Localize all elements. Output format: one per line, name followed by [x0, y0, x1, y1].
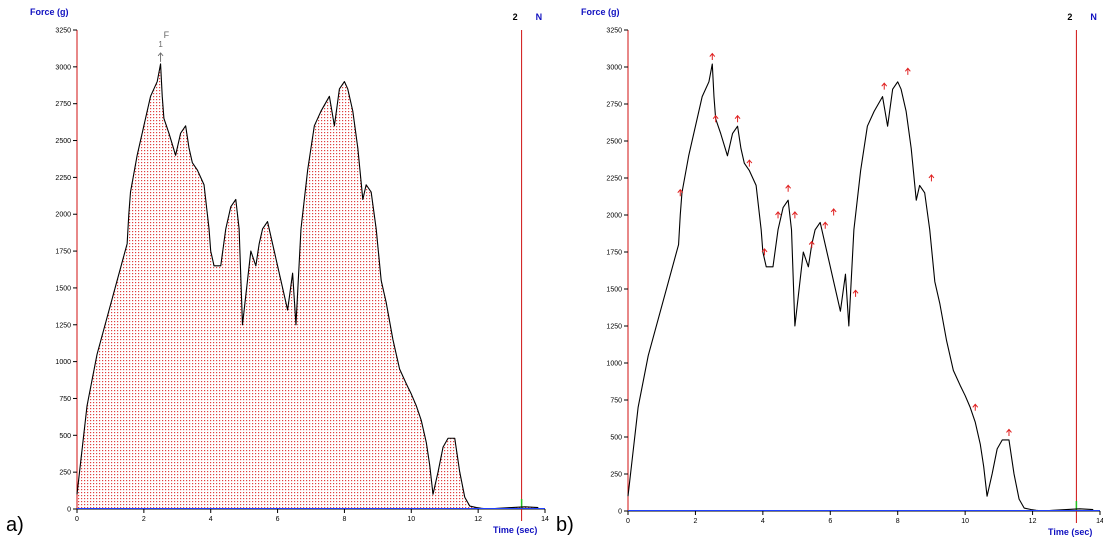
- peak-marker: [972, 403, 979, 411]
- y-tick-label: 0: [618, 509, 622, 516]
- x-tick-label: 12: [474, 516, 482, 523]
- chart-a: 0 250 500 750 1000 1250 1500 1750 2000 2250 2500 27…: [30, 7, 549, 535]
- x-tick-label: 8: [896, 518, 900, 525]
- y-tick-label: 500: [610, 435, 622, 442]
- y-tick-label: 2000: [55, 212, 71, 219]
- y-tick-label: 2250: [55, 175, 71, 182]
- x-tick-label: 10: [961, 518, 969, 525]
- marker-unit: N: [1090, 12, 1097, 22]
- y-tick-label: 1250: [606, 324, 622, 331]
- series-line: [76, 63, 539, 510]
- peak-marker: [822, 221, 829, 229]
- y-tick-label: 1000: [55, 359, 71, 366]
- peak-annotation-index: 1: [158, 40, 163, 49]
- peak-marker: [881, 82, 888, 90]
- x-axis-title: Time (sec): [1048, 527, 1092, 537]
- peak-marker: [808, 240, 815, 248]
- x-tick-label: 10: [407, 516, 415, 523]
- y-tick-label: 250: [610, 472, 622, 479]
- y-tick-label: 1250: [55, 322, 71, 329]
- y-tick-label: 1500: [55, 285, 71, 292]
- y-tick-label: 750: [610, 398, 622, 405]
- peak-marker: [928, 174, 935, 182]
- x-tick-label: 2: [693, 518, 697, 525]
- y-tick-label: 3250: [55, 28, 71, 35]
- y-tick-label: 500: [59, 433, 71, 440]
- marker-label: 2: [513, 12, 518, 22]
- x-tick-label: 8: [342, 516, 346, 523]
- y-axis-title: Force (g): [581, 7, 620, 17]
- x-tick-label: 14: [1096, 518, 1103, 525]
- peak-marker: [761, 248, 768, 256]
- y-tick-label: 250: [59, 470, 71, 477]
- peak-marker: [712, 114, 719, 123]
- peak-marker: [734, 114, 741, 123]
- y-tick-label: 3000: [606, 65, 622, 72]
- x-tick-label: 12: [1029, 518, 1037, 525]
- peak-marker: [830, 208, 837, 216]
- y-tick-label: 750: [59, 396, 71, 403]
- peak-marker: [1006, 428, 1012, 436]
- x-tick-label: 4: [209, 516, 213, 523]
- peak-marker: [746, 159, 753, 167]
- y-tick-label: 3250: [606, 28, 622, 35]
- y-tick-label: 2500: [606, 139, 622, 146]
- y-tick-label: 2000: [606, 213, 622, 220]
- x-tick-label: 14: [541, 516, 549, 523]
- y-tick-label: 2500: [55, 138, 71, 145]
- peak-marker: [775, 211, 781, 219]
- y-tick-label: 1750: [606, 250, 622, 257]
- series-area: [77, 63, 539, 510]
- y-tick-label: 3000: [55, 64, 71, 71]
- peak-annotation-label: F: [164, 30, 170, 40]
- marker-unit: N: [536, 12, 543, 22]
- y-tick-label: 1500: [606, 287, 622, 294]
- y-tick-label: 2750: [55, 101, 71, 108]
- x-tick-label: 0: [626, 518, 630, 525]
- y-tick-label: 1750: [55, 249, 71, 256]
- panel-label-a: a): [6, 514, 24, 536]
- series-line: [627, 63, 1094, 512]
- peak-marker: [904, 67, 911, 75]
- y-tick-label: 2750: [606, 102, 622, 109]
- marker-label: 2: [1067, 12, 1072, 22]
- x-axis-title: Time (sec): [493, 525, 537, 535]
- panel-label-b: b): [556, 514, 574, 536]
- x-tick-label: 2: [142, 516, 146, 523]
- peak-annotation-arrow: [157, 52, 164, 62]
- x-tick-label: 6: [276, 516, 280, 523]
- y-tick-label: 2250: [606, 176, 622, 183]
- peak-marker: [785, 184, 792, 192]
- peak-marker: [677, 188, 684, 197]
- peak-marker: [852, 289, 859, 297]
- peak-marker: [709, 52, 716, 61]
- x-tick-label: 4: [761, 518, 765, 525]
- peak-marker: [792, 211, 798, 219]
- x-tick-label: 6: [828, 518, 832, 525]
- y-axis-title: Force (g): [30, 7, 69, 17]
- chart-b: 0 250 500 750 1000 1250 1500 1750 2000 2250 2500 27…: [581, 7, 1103, 537]
- x-tick-label: 0: [75, 516, 79, 523]
- y-tick-label: 1000: [606, 361, 622, 368]
- y-tick-label: 0: [67, 507, 71, 514]
